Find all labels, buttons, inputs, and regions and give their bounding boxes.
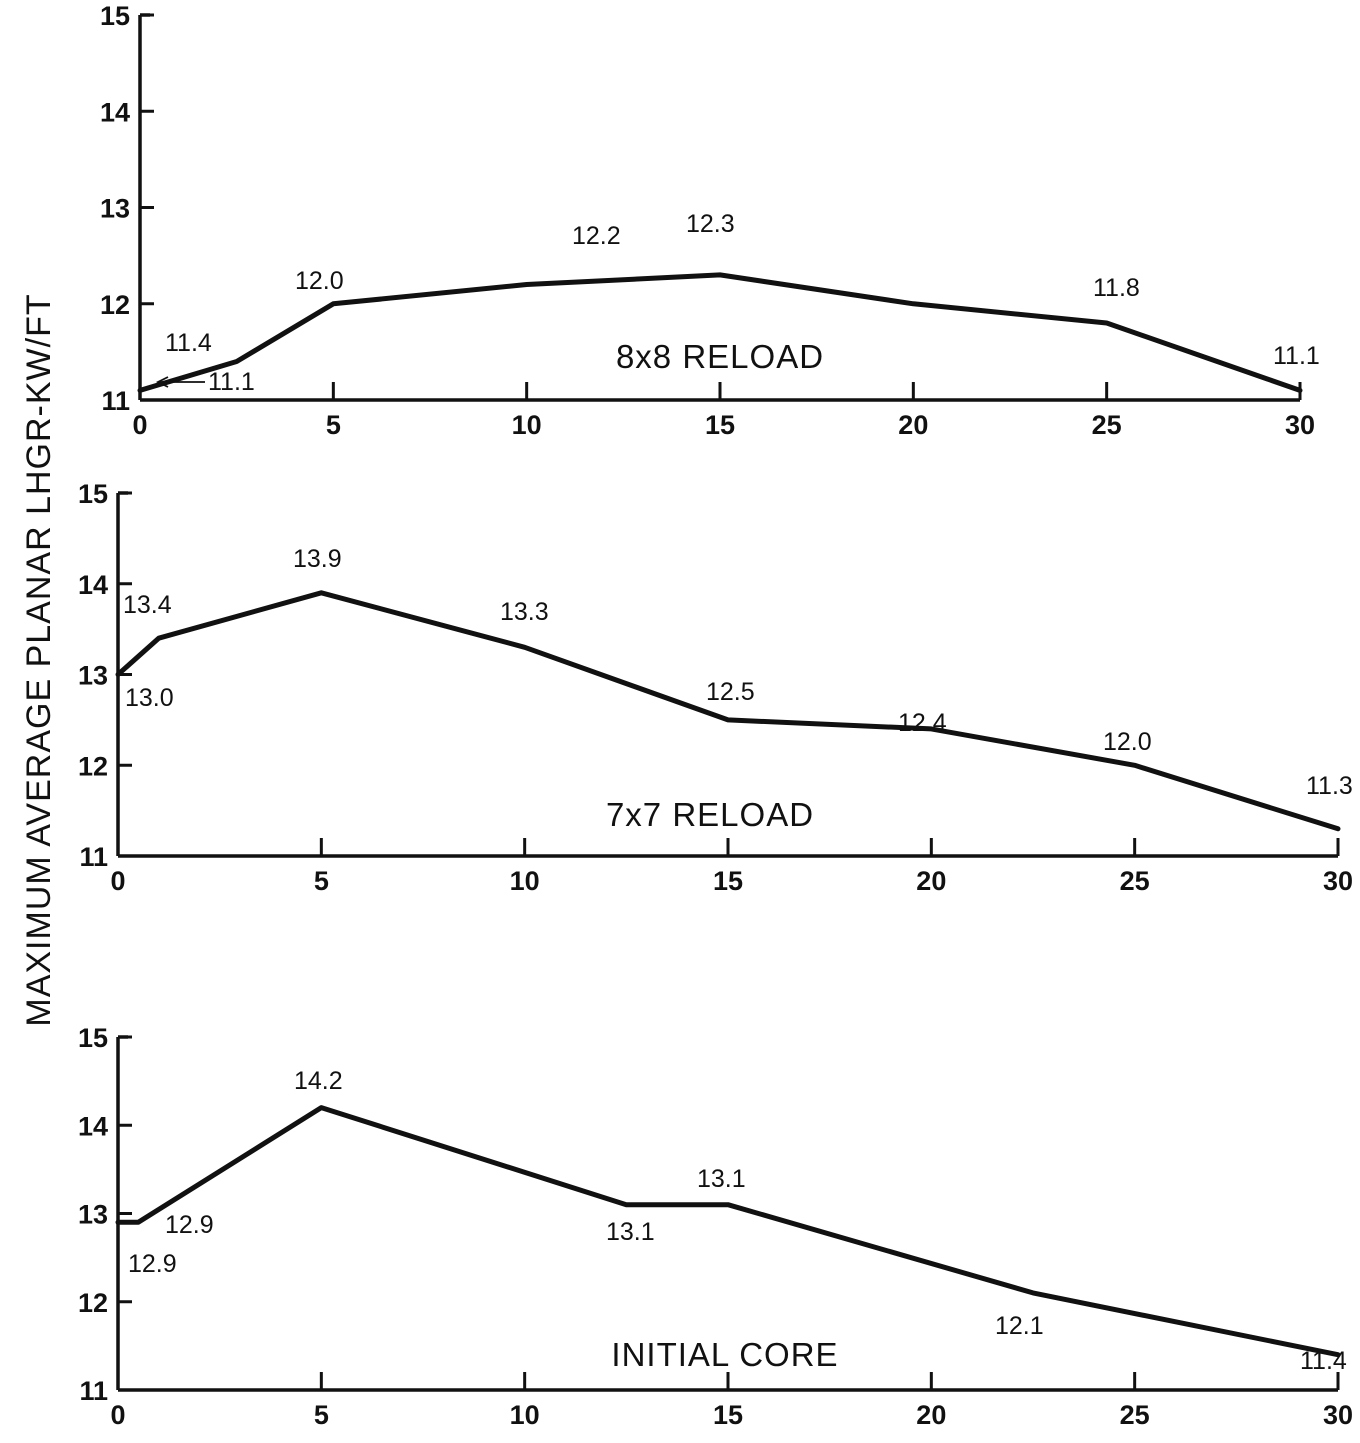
y-axis-title: MAXIMUM AVERAGE PLANAR LHGR-KW/FT [20,293,58,1026]
data-label: 12.4 [898,709,947,737]
data-label: 14.2 [294,1067,343,1095]
data-label: 12.9 [165,1211,214,1239]
y-tick-label: 13 [78,1200,108,1230]
data-label: 13.1 [606,1218,655,1246]
x-tick-label: 30 [1285,410,1315,440]
data-label: 11.4 [1300,1347,1347,1375]
data-label: 11.4 [165,329,212,357]
y-tick-label: 14 [78,570,108,600]
x-tick-label: 20 [916,1400,946,1430]
y-tick-label: 13 [100,194,130,224]
data-label: 12.9 [128,1250,177,1278]
series-line [137,272,1303,393]
x-tick-label: 15 [705,410,735,440]
x-tick-label: 0 [132,410,147,440]
y-tick-label: 12 [78,1288,108,1318]
panel-title: 7x7 RELOAD [606,796,814,833]
panel-initial-core: 11 12 13 14 15 0 5 10 15 20 25 30 12.9 12.9 14.2 13.1 13… [78,1023,1353,1430]
y-tick-label: 11 [101,386,130,416]
x-tick-label: 10 [510,866,540,896]
panel-7x7-reload: 11 12 13 14 15 0 5 10 15 20 25 30 13.0 13.4 13.9 13.3 12… [78,479,1353,896]
series-line [115,1105,1341,1358]
y-tick-label: 15 [78,479,108,509]
x-tick-label: 5 [314,1400,329,1430]
label-arrow-head [155,376,169,388]
x-tick-label: 20 [916,866,946,896]
x-tick-label: 10 [512,410,542,440]
x-tick-label: 15 [713,866,743,896]
x-tick-label: 25 [1120,1400,1150,1430]
x-tick-label: 30 [1323,1400,1353,1430]
data-label: 11.1 [1273,342,1320,370]
data-label: 12.3 [686,210,735,238]
panel-title: INITIAL CORE [611,1336,838,1373]
data-label: 11.8 [1093,274,1140,302]
data-label: 12.2 [572,222,621,250]
data-label: 12.5 [706,678,755,706]
y-tick-label: 11 [79,1376,108,1406]
x-tick-label: 5 [326,410,341,440]
x-tick-label: 25 [1092,410,1122,440]
y-tick-label: 11 [79,842,108,872]
data-label: 13.4 [123,591,172,619]
data-label: 13.1 [697,1165,746,1193]
x-tick-label: 0 [110,866,125,896]
y-tick-label: 13 [78,661,108,691]
y-tick-label: 14 [100,97,130,127]
y-tick-label: 12 [78,751,108,781]
panel-title: 8x8 RELOAD [616,338,824,375]
data-label: 13.0 [125,684,174,712]
data-label: 12.0 [295,267,344,295]
data-label: 13.9 [293,545,342,573]
data-label: 11.3 [1306,772,1353,800]
y-tick-label: 15 [100,1,130,31]
x-tick-label: 30 [1323,866,1353,896]
data-label: 12.1 [995,1312,1044,1340]
y-tick-label: 15 [78,1023,108,1053]
y-tick-label: 14 [78,1111,108,1141]
x-tick-label: 0 [110,1400,125,1430]
x-tick-label: 15 [713,1400,743,1430]
data-label: 12.0 [1103,728,1152,756]
x-tick-label: 25 [1120,866,1150,896]
panel-8x8-reload: 11 12 13 14 15 0 5 10 15 20 25 30 11.1 11.4 12.0 12.2 12… [100,1,1320,440]
series-line [115,590,1341,832]
data-label: 13.3 [500,598,549,626]
data-label: 11.1 [208,368,255,396]
x-tick-label: 5 [314,866,329,896]
y-tick-label: 12 [100,290,130,320]
x-tick-label: 10 [510,1400,540,1430]
x-tick-label: 20 [898,410,928,440]
